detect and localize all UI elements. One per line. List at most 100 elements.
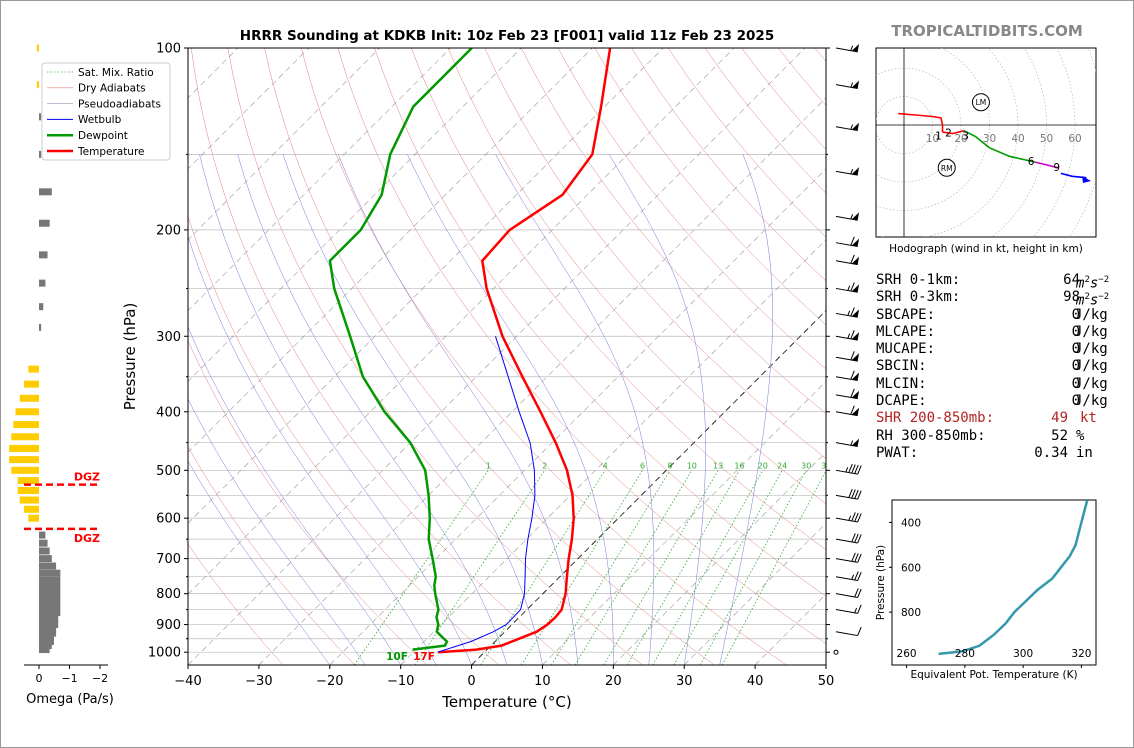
barb-full bbox=[857, 465, 862, 475]
x-axis-label: Temperature (°C) bbox=[441, 693, 571, 711]
barb-shaft bbox=[835, 631, 858, 637]
barb-half bbox=[854, 607, 858, 614]
hodograph-ring-label: 20 bbox=[954, 133, 967, 145]
wind-barb bbox=[835, 282, 860, 293]
dry-adiabat bbox=[301, 48, 787, 665]
barb-pennant bbox=[851, 309, 860, 318]
stat-label: SBCIN: bbox=[876, 358, 927, 375]
isotherm-line bbox=[400, 239, 826, 665]
stat-value: 52 bbox=[1051, 427, 1068, 444]
thetae-y-axis-label: Pressure (hPa) bbox=[875, 545, 887, 620]
omega-bar bbox=[39, 279, 46, 287]
thetae-x-tick-label: 320 bbox=[1071, 648, 1091, 660]
mixing-ratio-label: 16 bbox=[734, 461, 744, 470]
barb-half bbox=[847, 333, 851, 339]
barb-shaft bbox=[835, 394, 858, 400]
mixing-ratio-line bbox=[673, 470, 783, 665]
barb-half bbox=[850, 214, 854, 220]
legend-label: Dewpoint bbox=[78, 130, 128, 142]
barb-half bbox=[847, 285, 851, 291]
hodograph-arrowhead bbox=[1082, 176, 1091, 183]
omega-bar bbox=[39, 633, 54, 641]
barb-pennant bbox=[851, 256, 860, 265]
stat-value: 64 bbox=[1063, 272, 1080, 288]
barb-half bbox=[851, 574, 855, 580]
omega-bar bbox=[36, 81, 39, 89]
y-axis-label: Pressure (hPa) bbox=[121, 303, 139, 411]
hodograph-ring-label: 30 bbox=[983, 133, 996, 145]
barb-pennant bbox=[851, 332, 860, 341]
stat-value: 0 bbox=[1071, 375, 1080, 392]
omega-bar bbox=[39, 602, 61, 610]
stats-panel: SRH 0-1km: 64 m2s−2 SRH 0-3km: 98 m2s−2 SBCAPE… bbox=[876, 272, 1116, 462]
mixing-ratio-line bbox=[652, 470, 764, 665]
stat-unit: kt bbox=[1080, 410, 1097, 427]
thetae-x-tick-label: 260 bbox=[897, 648, 917, 660]
pseudoadiabat bbox=[188, 460, 331, 665]
dry-adiabat bbox=[557, 48, 826, 370]
barb-full bbox=[851, 533, 856, 543]
barb-pennant bbox=[851, 390, 860, 399]
hodograph-caption: Hodograph (wind in kt, height in km) bbox=[889, 243, 1083, 255]
stat-row: MUCAPE: 0 J/kg bbox=[876, 341, 1116, 358]
mixing-ratio-line bbox=[521, 470, 643, 665]
isotherm-line bbox=[329, 168, 826, 665]
wind-barb bbox=[835, 588, 862, 598]
barb-shaft bbox=[835, 356, 858, 362]
hodograph-ring-label: 40 bbox=[1011, 133, 1024, 145]
isotherm-line bbox=[684, 522, 826, 665]
omega-bar bbox=[28, 365, 39, 373]
pseudoadiabat bbox=[282, 154, 543, 665]
stat-value: 98 bbox=[1063, 289, 1080, 306]
barb-full bbox=[850, 282, 855, 292]
dry-adiabat bbox=[227, 48, 643, 665]
barb-shaft bbox=[835, 47, 858, 53]
y-tick-label: 100 bbox=[156, 42, 181, 57]
omega-bar bbox=[39, 539, 48, 547]
hodograph-ring-label: 60 bbox=[1068, 133, 1081, 145]
omega-bar bbox=[39, 150, 42, 158]
mixing-ratio-line bbox=[480, 470, 606, 665]
mixing-ratio-label: 36 bbox=[821, 461, 831, 470]
pseudoadiabat bbox=[188, 398, 366, 665]
stat-row: DCAPE: 0 J/kg bbox=[876, 393, 1116, 410]
mixing-ratio-label: 8 bbox=[667, 461, 672, 470]
dry-adiabat bbox=[374, 48, 826, 597]
barb-pennant bbox=[851, 80, 860, 89]
mixing-ratio-line bbox=[550, 470, 671, 665]
wind-barb bbox=[835, 463, 862, 475]
pseudoadiabat bbox=[188, 235, 437, 665]
hodograph-height-label: 1 bbox=[935, 131, 942, 143]
legend-box bbox=[41, 62, 171, 161]
hodograph-height-label: 6 bbox=[1028, 156, 1035, 168]
stat-unit: J/kg bbox=[1074, 341, 1108, 358]
pseudoadiabat bbox=[188, 326, 401, 665]
pseudoadiabat bbox=[199, 154, 472, 665]
barb-shaft bbox=[835, 260, 858, 266]
stat-value: 0 bbox=[1071, 358, 1080, 375]
barb-full bbox=[857, 626, 862, 636]
barb-shaft bbox=[835, 215, 858, 221]
stat-row: SHR 200-850mb: 49 kt bbox=[876, 410, 1116, 427]
pseudoadiabat bbox=[608, 154, 706, 665]
dry-adiabat bbox=[190, 48, 571, 665]
omega-bar bbox=[39, 625, 57, 633]
omega-bar bbox=[39, 569, 61, 577]
omega-bar bbox=[17, 477, 39, 485]
mixing-ratio-line bbox=[626, 470, 740, 665]
barb-full bbox=[850, 330, 855, 340]
stat-label: PWAT: bbox=[876, 444, 919, 461]
omega-bar bbox=[39, 555, 52, 563]
hodograph-trace bbox=[1060, 172, 1087, 179]
mixing-ratio-label: 10 bbox=[687, 461, 697, 470]
barb-shaft bbox=[835, 170, 858, 176]
wind-barb bbox=[835, 307, 860, 318]
stat-label: MUCAPE: bbox=[876, 341, 936, 358]
legend-label: Pseudoadiabats bbox=[78, 98, 161, 110]
barb-shaft bbox=[835, 411, 858, 417]
omega-bar bbox=[11, 433, 40, 441]
calm-circle bbox=[833, 649, 839, 655]
stat-unit: J/kg bbox=[1074, 358, 1108, 375]
omega-bar bbox=[39, 547, 50, 555]
omega-bar bbox=[19, 394, 39, 402]
